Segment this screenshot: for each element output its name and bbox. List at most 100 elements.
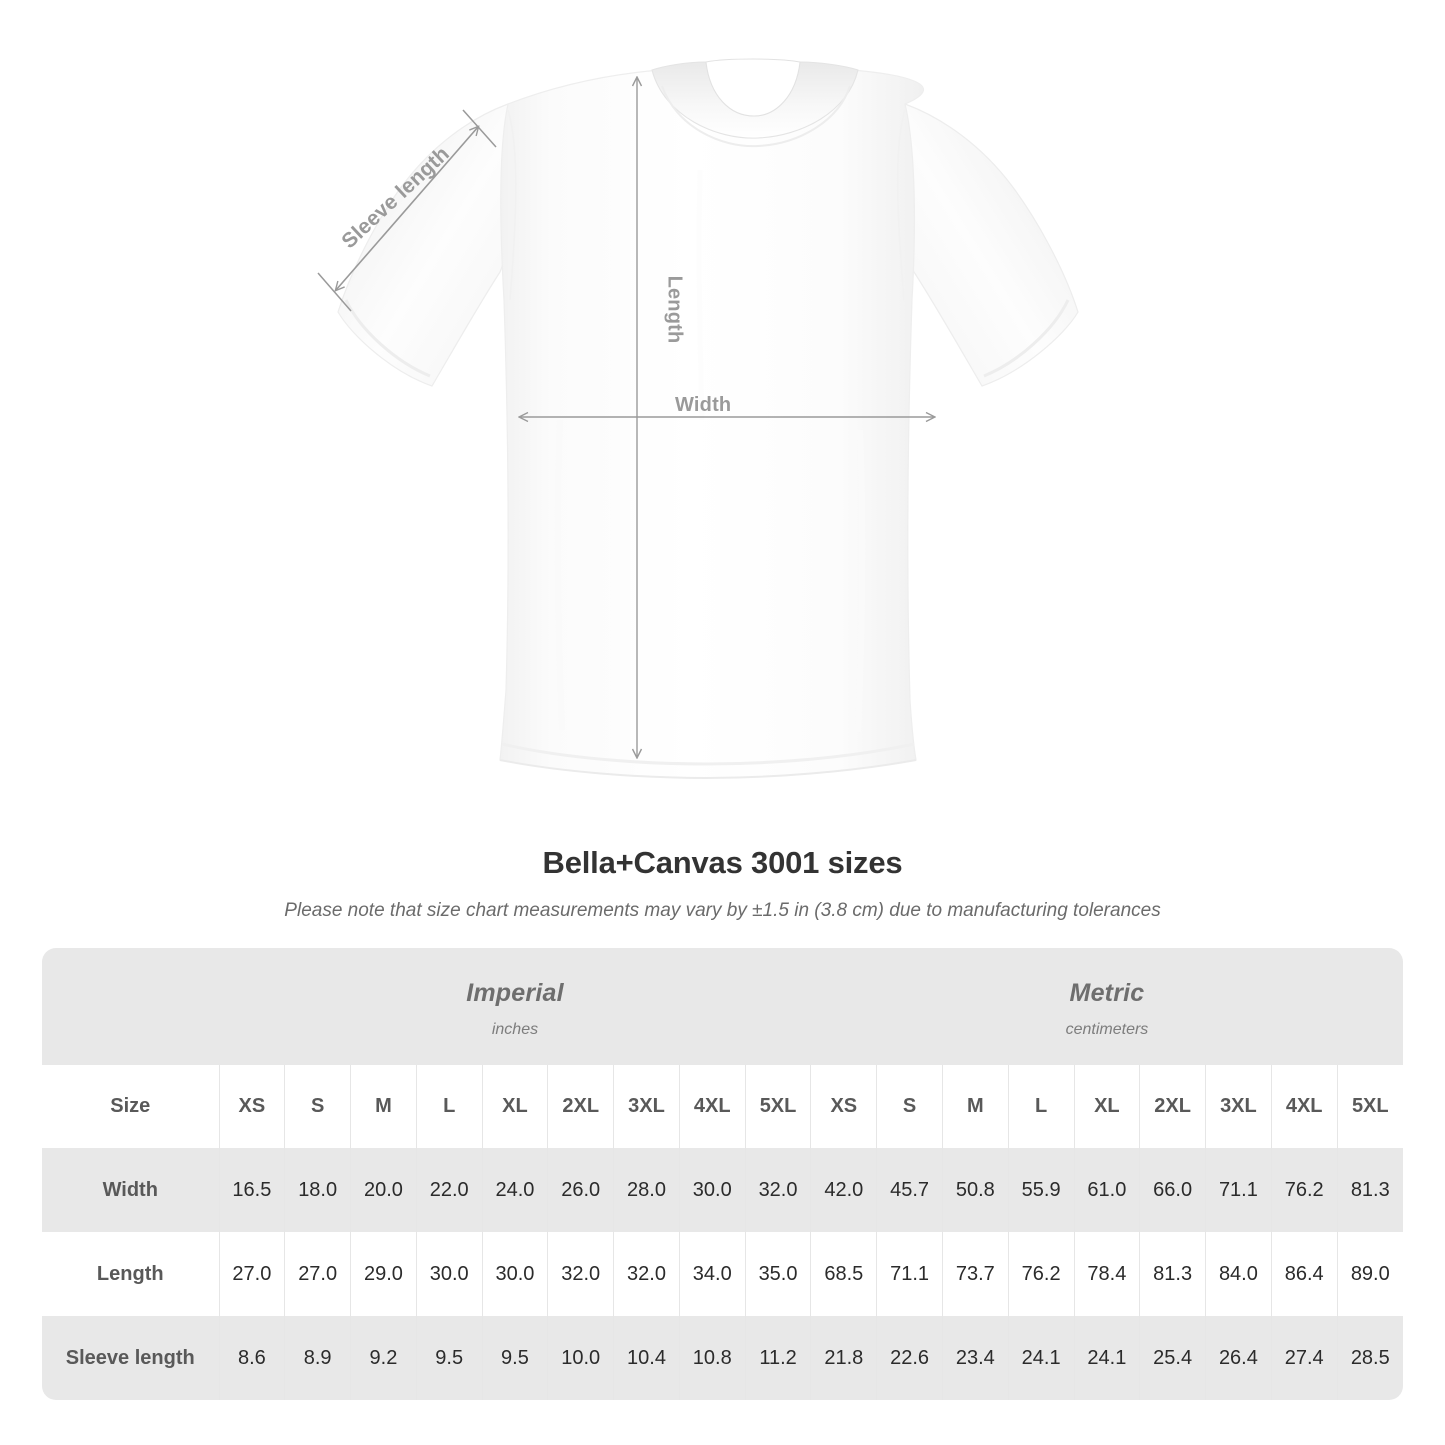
cell-sleeve-metric-l: 24.1: [1008, 1316, 1075, 1400]
cell-length-metric-5xl: 89.0: [1337, 1232, 1403, 1316]
size-header-metric-5xl: 5XL: [1337, 1065, 1403, 1148]
cell-width-imperial-5xl: 32.0: [745, 1148, 812, 1232]
cell-length-metric-s: 71.1: [876, 1232, 943, 1316]
cell-length-imperial-xs: 27.0: [219, 1232, 286, 1316]
size-header-metric-m: M: [942, 1065, 1009, 1148]
size-header-metric-s: S: [876, 1065, 943, 1148]
size-header-metric-xl: XL: [1074, 1065, 1141, 1148]
cell-width-metric-m: 50.8: [942, 1148, 1009, 1232]
cell-width-imperial-4xl: 30.0: [679, 1148, 746, 1232]
cell-length-imperial-4xl: 34.0: [679, 1232, 746, 1316]
size-header-imperial-m: M: [350, 1065, 417, 1148]
size-header-metric-l: L: [1008, 1065, 1075, 1148]
size-header-imperial-xl: XL: [482, 1065, 549, 1148]
row-label-width: Width: [42, 1148, 220, 1232]
sleeve-tick-upper: [462, 109, 497, 148]
cell-sleeve-metric-5xl: 28.5: [1337, 1316, 1403, 1400]
table-row-width: Width 16.5 18.0 20.0 22.0 24.0 26.0 28.0…: [42, 1148, 1403, 1232]
cell-width-imperial-3xl: 28.0: [613, 1148, 680, 1232]
cell-sleeve-imperial-l: 9.5: [416, 1316, 483, 1400]
page-title: Bella+Canvas 3001 sizes: [542, 845, 903, 880]
size-table-container: Imperial inches Metric centimeters Size: [42, 948, 1403, 1400]
cell-length-imperial-2xl: 32.0: [547, 1232, 615, 1316]
size-header-metric-4xl: 4XL: [1271, 1065, 1338, 1148]
cell-sleeve-metric-s: 22.6: [876, 1316, 943, 1400]
cell-sleeve-imperial-3xl: 10.4: [613, 1316, 680, 1400]
unit-group-metric: Metric centimeters: [810, 948, 1403, 1065]
unit-group-metric-sub: centimeters: [1065, 1020, 1149, 1038]
cell-length-metric-3xl: 84.0: [1205, 1232, 1272, 1316]
cell-sleeve-imperial-4xl: 10.8: [679, 1316, 746, 1400]
tolerance-note: Please note that size chart measurements…: [284, 900, 1161, 921]
cell-width-imperial-xs: 16.5: [219, 1148, 286, 1232]
cell-width-imperial-m: 20.0: [350, 1148, 417, 1232]
size-header-metric-3xl: 3XL: [1205, 1065, 1272, 1148]
cell-length-imperial-5xl: 35.0: [745, 1232, 812, 1316]
length-dimension-label: Length: [663, 275, 686, 344]
cell-length-metric-xl: 78.4: [1074, 1232, 1141, 1316]
unit-group-imperial-sub: inches: [491, 1020, 539, 1038]
cell-width-imperial-2xl: 26.0: [547, 1148, 615, 1232]
cell-sleeve-metric-3xl: 26.4: [1205, 1316, 1272, 1400]
size-corner-label: Size: [42, 1065, 220, 1148]
cell-width-metric-xs: 42.0: [810, 1148, 878, 1232]
cell-length-imperial-m: 29.0: [350, 1232, 417, 1316]
cell-width-metric-l: 55.9: [1008, 1148, 1075, 1232]
cell-length-metric-m: 73.7: [942, 1232, 1009, 1316]
cell-width-metric-xl: 61.0: [1074, 1148, 1141, 1232]
cell-width-imperial-s: 18.0: [284, 1148, 352, 1232]
cell-sleeve-imperial-2xl: 10.0: [547, 1316, 615, 1400]
cell-sleeve-imperial-m: 9.2: [350, 1316, 417, 1400]
cell-sleeve-metric-xl: 24.1: [1074, 1316, 1141, 1400]
cell-length-metric-xs: 68.5: [810, 1232, 878, 1316]
cell-length-imperial-l: 30.0: [416, 1232, 483, 1316]
width-dimension-label: Width: [675, 394, 732, 416]
size-header-imperial-l: L: [416, 1065, 483, 1148]
cell-length-imperial-xl: 30.0: [482, 1232, 549, 1316]
row-label-sleeve-length: Sleeve length: [42, 1316, 220, 1400]
size-table: Imperial inches Metric centimeters Size: [42, 948, 1403, 1400]
size-header-imperial-2xl: 2XL: [547, 1065, 615, 1148]
tshirt-garment: [337, 58, 1079, 780]
cell-length-metric-2xl: 81.3: [1139, 1232, 1207, 1316]
row-label-length: Length: [42, 1232, 220, 1316]
cell-width-imperial-xl: 24.0: [482, 1148, 549, 1232]
cell-sleeve-imperial-xs: 8.6: [219, 1316, 286, 1400]
table-row-length: Length 27.0 27.0 29.0 30.0 30.0 32.0 32.…: [42, 1232, 1403, 1316]
unit-band-spacer: [42, 948, 220, 1065]
cell-length-metric-4xl: 86.4: [1271, 1232, 1338, 1316]
size-header-metric-xs: XS: [810, 1065, 878, 1148]
size-header-imperial-s: S: [284, 1065, 352, 1148]
cell-width-metric-3xl: 71.1: [1205, 1148, 1272, 1232]
cell-length-imperial-3xl: 32.0: [613, 1232, 680, 1316]
size-header-imperial-3xl: 3XL: [613, 1065, 680, 1148]
cell-sleeve-metric-xs: 21.8: [810, 1316, 878, 1400]
unit-group-metric-name: Metric: [1069, 978, 1145, 1007]
unit-group-row: Imperial inches Metric centimeters: [42, 948, 1403, 1065]
unit-group-imperial: Imperial inches: [219, 948, 811, 1065]
cell-sleeve-metric-m: 23.4: [942, 1316, 1009, 1400]
tshirt-diagram: Sleeve length Length Width: [317, 58, 1079, 780]
sleeve-tick-lower: [317, 272, 352, 312]
size-header-imperial-5xl: 5XL: [745, 1065, 812, 1148]
cell-sleeve-imperial-xl: 9.5: [482, 1316, 549, 1400]
cell-sleeve-metric-4xl: 27.4: [1271, 1316, 1338, 1400]
size-header-imperial-xs: XS: [219, 1065, 286, 1148]
heading-block: Bella+Canvas 3001 sizes Please note that…: [0, 845, 1445, 922]
cell-width-metric-4xl: 76.2: [1271, 1148, 1338, 1232]
size-header-imperial-4xl: 4XL: [679, 1065, 746, 1148]
cell-sleeve-imperial-s: 8.9: [284, 1316, 352, 1400]
cell-length-metric-l: 76.2: [1008, 1232, 1075, 1316]
cell-sleeve-metric-2xl: 25.4: [1139, 1316, 1207, 1400]
dimension-lines: [317, 78, 934, 757]
size-header-row: Size XS S M L XL 2XL 3XL 4XL 5XL XS S M …: [42, 1065, 1403, 1148]
cell-sleeve-imperial-5xl: 11.2: [745, 1316, 812, 1400]
cell-width-metric-s: 45.7: [876, 1148, 943, 1232]
size-header-metric-2xl: 2XL: [1139, 1065, 1207, 1148]
table-row-sleeve-length: Sleeve length 8.6 8.9 9.2 9.5 9.5 10.0 1…: [42, 1316, 1403, 1400]
cell-width-metric-2xl: 66.0: [1139, 1148, 1207, 1232]
sleeve-dimension-line: [336, 127, 478, 290]
cell-length-imperial-s: 27.0: [284, 1232, 352, 1316]
cell-width-imperial-l: 22.0: [416, 1148, 483, 1232]
